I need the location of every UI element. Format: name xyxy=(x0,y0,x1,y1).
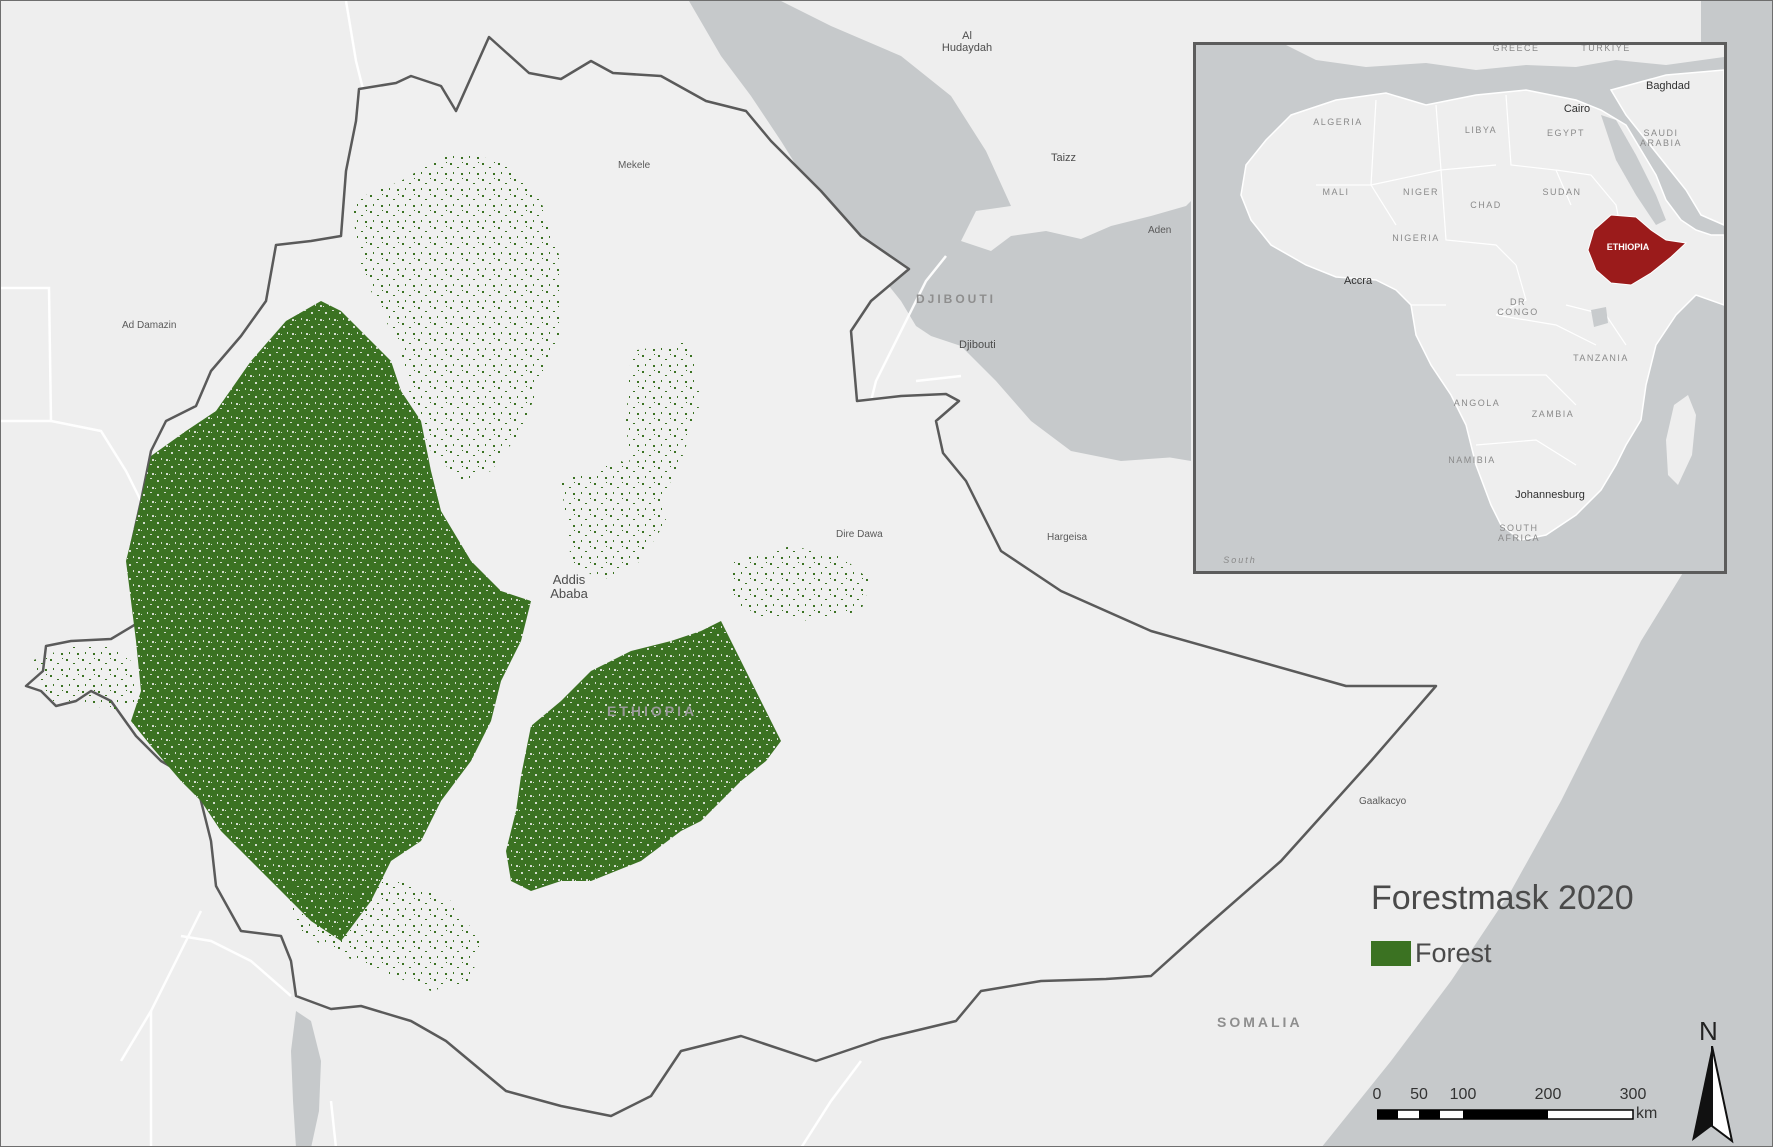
scale-tick-0: 0 xyxy=(1372,1086,1382,1103)
scale-unit: km xyxy=(1636,1105,1658,1122)
label-somalia-country: SOMALIA xyxy=(1217,1014,1303,1030)
label-djibouti-country: DJIBOUTI xyxy=(916,292,997,306)
inset-label-nigeria: NIGERIA xyxy=(1392,233,1440,243)
forest-sparse-north xyxy=(351,151,561,481)
inset-borders xyxy=(1316,94,1627,466)
north-label: N xyxy=(1699,1016,1718,1046)
label-ad-damazin: Ad Damazin xyxy=(122,320,177,331)
label-aden: Aden xyxy=(1148,225,1172,236)
scale-tick-200: 200 xyxy=(1534,1086,1562,1103)
forest-cover xyxy=(31,151,871,991)
forest-central xyxy=(416,591,501,711)
inset-label-libya: LIBYA xyxy=(1464,125,1498,135)
africa-landmass xyxy=(1240,89,1724,541)
inset-label-saudi-arabia: SAUDI ARABIA xyxy=(1639,128,1683,149)
inset-label-south-sea: South xyxy=(1223,555,1257,565)
inset-label-angola: ANGOLA xyxy=(1453,398,1501,408)
arabia-landmass xyxy=(1609,69,1724,226)
legend-label-forest: Forest xyxy=(1415,938,1492,968)
inset-label-dr-congo: DR CONGO xyxy=(1497,297,1539,318)
inset-locator-map: ALGERIA LIBYA EGYPT SAUDI ARABIA MALI NI… xyxy=(1193,42,1727,574)
legend-item-forest: Forest xyxy=(1371,938,1492,969)
inset-label-south-africa: SOUTH AFRICA xyxy=(1497,523,1541,544)
scale-tick-50: 50 xyxy=(1410,1086,1428,1103)
forest-sparse-east xyxy=(731,546,871,621)
neighbour-borders xyxy=(1,1,962,1146)
inset-label-sudan: SUDAN xyxy=(1542,187,1582,197)
inset-city-accra: Accra xyxy=(1343,275,1373,287)
inset-label-zambia: ZAMBIA xyxy=(1531,409,1575,419)
inset-label-namibia: NAMIBIA xyxy=(1448,455,1496,465)
inset-lake-victoria xyxy=(1591,307,1608,327)
legend-swatch-forest xyxy=(1371,941,1411,966)
inset-label-mali: MALI xyxy=(1322,187,1350,197)
label-dire-dawa: Dire Dawa xyxy=(836,529,883,540)
label-al-hudaydah: Al Hudaydah xyxy=(941,30,993,55)
indian-ocean xyxy=(1322,1,1772,1146)
forest-sparse-southwest xyxy=(31,646,136,711)
north-arrow-icon xyxy=(1692,1046,1734,1144)
inset-label-ethiopia: ETHIOPIA xyxy=(1606,242,1650,252)
inset-label-egypt: EGYPT xyxy=(1546,128,1586,138)
label-ethiopia-country: ETHIOPIA xyxy=(607,703,698,719)
label-gaalkacyo: Gaalkacyo xyxy=(1359,796,1407,807)
gulf-of-aden xyxy=(1161,201,1191,461)
inset-city-cairo: Cairo xyxy=(1563,103,1591,115)
scale-tick-300: 300 xyxy=(1619,1086,1647,1103)
inset-label-algeria: ALGERIA xyxy=(1313,117,1363,127)
label-djibouti-city: Djibouti xyxy=(959,339,996,351)
inset-label-greece: GREECE xyxy=(1492,43,1540,53)
scale-tick-100: 100 xyxy=(1449,1086,1477,1103)
lake-turkana xyxy=(291,1011,321,1146)
inset-label-turkiye: TÜRKIYE xyxy=(1581,43,1631,53)
inset-ethiopia-highlight xyxy=(1587,214,1688,286)
inset-red-sea xyxy=(1601,115,1666,225)
label-addis-ababa: Addis Ababa xyxy=(550,572,588,602)
label-taizz: Taizz xyxy=(1051,152,1077,164)
inset-label-tanzania: TANZANIA xyxy=(1573,353,1629,363)
madagascar xyxy=(1666,395,1696,485)
legend-title: Forestmask 2020 xyxy=(1371,879,1634,917)
inset-label-chad: CHAD xyxy=(1470,200,1502,210)
forest-sparse-east-highlands xyxy=(626,341,701,521)
inset-canvas xyxy=(1240,45,1724,541)
europe-landmass xyxy=(1286,45,1724,70)
forest-west xyxy=(126,301,531,941)
forest-south xyxy=(506,621,781,891)
forest-sparse-south xyxy=(281,871,481,991)
inset-city-baghdad: Baghdad xyxy=(1645,80,1691,92)
red-sea xyxy=(689,1,1191,461)
inset-label-niger: NIGER xyxy=(1402,187,1440,197)
scale-bar-graphic xyxy=(1377,1109,1634,1120)
label-hargeisa: Hargeisa xyxy=(1047,532,1088,543)
inset-city-johannesburg: Johannesburg xyxy=(1515,489,1585,501)
label-mekele: Mekele xyxy=(618,160,651,171)
